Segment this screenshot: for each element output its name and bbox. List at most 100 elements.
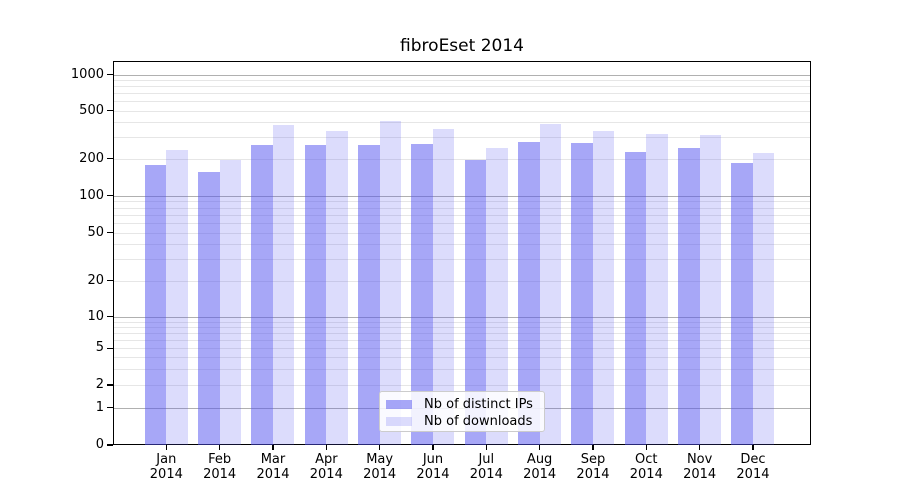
x-tick-year: 2014 xyxy=(469,467,503,482)
minor-gridline xyxy=(114,158,810,160)
y-tick-mark xyxy=(107,384,113,386)
legend-label-distinct-ips: Nb of distinct IPs xyxy=(424,397,533,412)
bar-downloads xyxy=(699,135,722,445)
minor-gridline xyxy=(114,101,810,103)
x-tick-mark xyxy=(218,445,221,450)
minor-gridline xyxy=(114,214,810,216)
bar-distinct-ips xyxy=(358,144,380,445)
minor-gridline xyxy=(114,332,810,334)
bar-distinct-ips xyxy=(731,162,753,445)
minor-gridline xyxy=(114,321,810,323)
y-tick-mark xyxy=(107,280,113,282)
legend: Nb of distinct IPs Nb of downloads xyxy=(379,391,545,432)
major-gridline xyxy=(114,195,810,197)
y-tick-label: 100 xyxy=(79,187,104,203)
x-tick-mark xyxy=(378,445,381,450)
x-tick-year: 2014 xyxy=(683,467,717,482)
x-tick-label: Oct 2014 xyxy=(619,452,673,482)
bar-distinct-ips xyxy=(518,141,540,445)
bar-downloads xyxy=(646,134,668,445)
minor-gridline xyxy=(114,110,810,112)
y-tick-mark xyxy=(107,347,113,349)
y-tick-label: 200 xyxy=(79,150,104,166)
minor-gridline xyxy=(114,122,810,124)
x-tick-label: Jan 2014 xyxy=(139,452,193,482)
bar-downloads xyxy=(272,124,295,445)
minor-gridline xyxy=(114,207,810,209)
minor-gridline xyxy=(114,222,810,224)
x-tick-label: Feb 2014 xyxy=(193,452,247,482)
minor-gridline xyxy=(114,326,810,328)
bar-downloads xyxy=(379,120,402,445)
x-tick-mark xyxy=(538,445,541,450)
x-tick-label: Nov 2014 xyxy=(673,452,727,482)
y-tick-mark xyxy=(107,444,113,446)
bar-downloads xyxy=(326,130,348,445)
x-tick-label: Mar 2014 xyxy=(246,452,300,482)
y-tick-mark xyxy=(107,195,113,197)
y-tick-mark xyxy=(107,110,113,112)
x-tick-year: 2014 xyxy=(523,467,557,482)
legend-item-distinct-ips: Nb of distinct IPs xyxy=(386,396,536,413)
x-tick-mark xyxy=(165,445,168,450)
y-tick-label: 50 xyxy=(87,224,104,240)
bar-downloads xyxy=(752,153,775,445)
minor-gridline xyxy=(114,232,810,234)
x-tick-label: Sep 2014 xyxy=(566,452,620,482)
bar-distinct-ips xyxy=(571,142,593,445)
bar-distinct-ips xyxy=(251,145,273,445)
y-tick-label: 20 xyxy=(87,272,104,288)
minor-gridline xyxy=(114,368,810,370)
x-tick-year: 2014 xyxy=(309,467,343,482)
minor-gridline xyxy=(114,339,810,341)
minor-gridline xyxy=(114,348,810,350)
minor-gridline xyxy=(114,244,810,246)
x-tick-year: 2014 xyxy=(363,467,397,482)
x-tick-year: 2014 xyxy=(256,467,290,482)
x-tick-mark xyxy=(432,445,434,450)
x-tick-label: Apr 2014 xyxy=(299,452,353,482)
bar-distinct-ips xyxy=(624,152,647,445)
y-tick-mark xyxy=(107,158,113,160)
legend-item-downloads: Nb of downloads xyxy=(386,413,536,430)
x-tick-label: Dec 2014 xyxy=(726,452,780,482)
x-tick-label: Jun 2014 xyxy=(406,452,460,482)
x-tick-mark xyxy=(272,445,274,450)
x-tick-label: Aug 2014 xyxy=(513,452,567,482)
bar-downloads xyxy=(539,123,562,445)
x-tick-label: Jul 2014 xyxy=(459,452,513,482)
bar-distinct-ips xyxy=(198,171,220,445)
x-tick-mark xyxy=(645,445,647,450)
major-gridline xyxy=(114,316,810,318)
bar-distinct-ips xyxy=(464,160,487,445)
y-tick-label: 10 xyxy=(87,308,104,324)
major-gridline xyxy=(114,74,810,76)
minor-gridline xyxy=(114,93,810,95)
bar-distinct-ips xyxy=(678,148,700,445)
x-tick-mark xyxy=(698,445,701,450)
y-tick-mark xyxy=(107,74,113,76)
bar-downloads xyxy=(486,148,508,445)
plot-area xyxy=(113,61,811,445)
x-tick-mark xyxy=(752,445,754,450)
x-tick-year: 2014 xyxy=(149,467,183,482)
y-tick-label: 0 xyxy=(95,437,104,452)
x-tick-year: 2014 xyxy=(203,467,237,482)
legend-swatch-distinct-ips-icon xyxy=(386,400,412,409)
minor-gridline xyxy=(114,137,810,139)
bar-downloads xyxy=(592,130,615,445)
minor-gridline xyxy=(114,385,810,386)
y-tick-mark xyxy=(107,316,113,318)
bar-downloads xyxy=(432,128,455,445)
legend-label-downloads: Nb of downloads xyxy=(424,414,533,429)
y-tick-label: 1000 xyxy=(70,66,104,82)
minor-gridline xyxy=(114,80,810,82)
bar-distinct-ips xyxy=(144,164,167,445)
x-tick-label: May 2014 xyxy=(353,452,407,482)
y-tick-mark xyxy=(107,407,113,409)
minor-gridline xyxy=(114,357,810,359)
x-tick-year: 2014 xyxy=(416,467,450,482)
x-tick-mark xyxy=(485,445,487,450)
x-tick-year: 2014 xyxy=(576,467,610,482)
